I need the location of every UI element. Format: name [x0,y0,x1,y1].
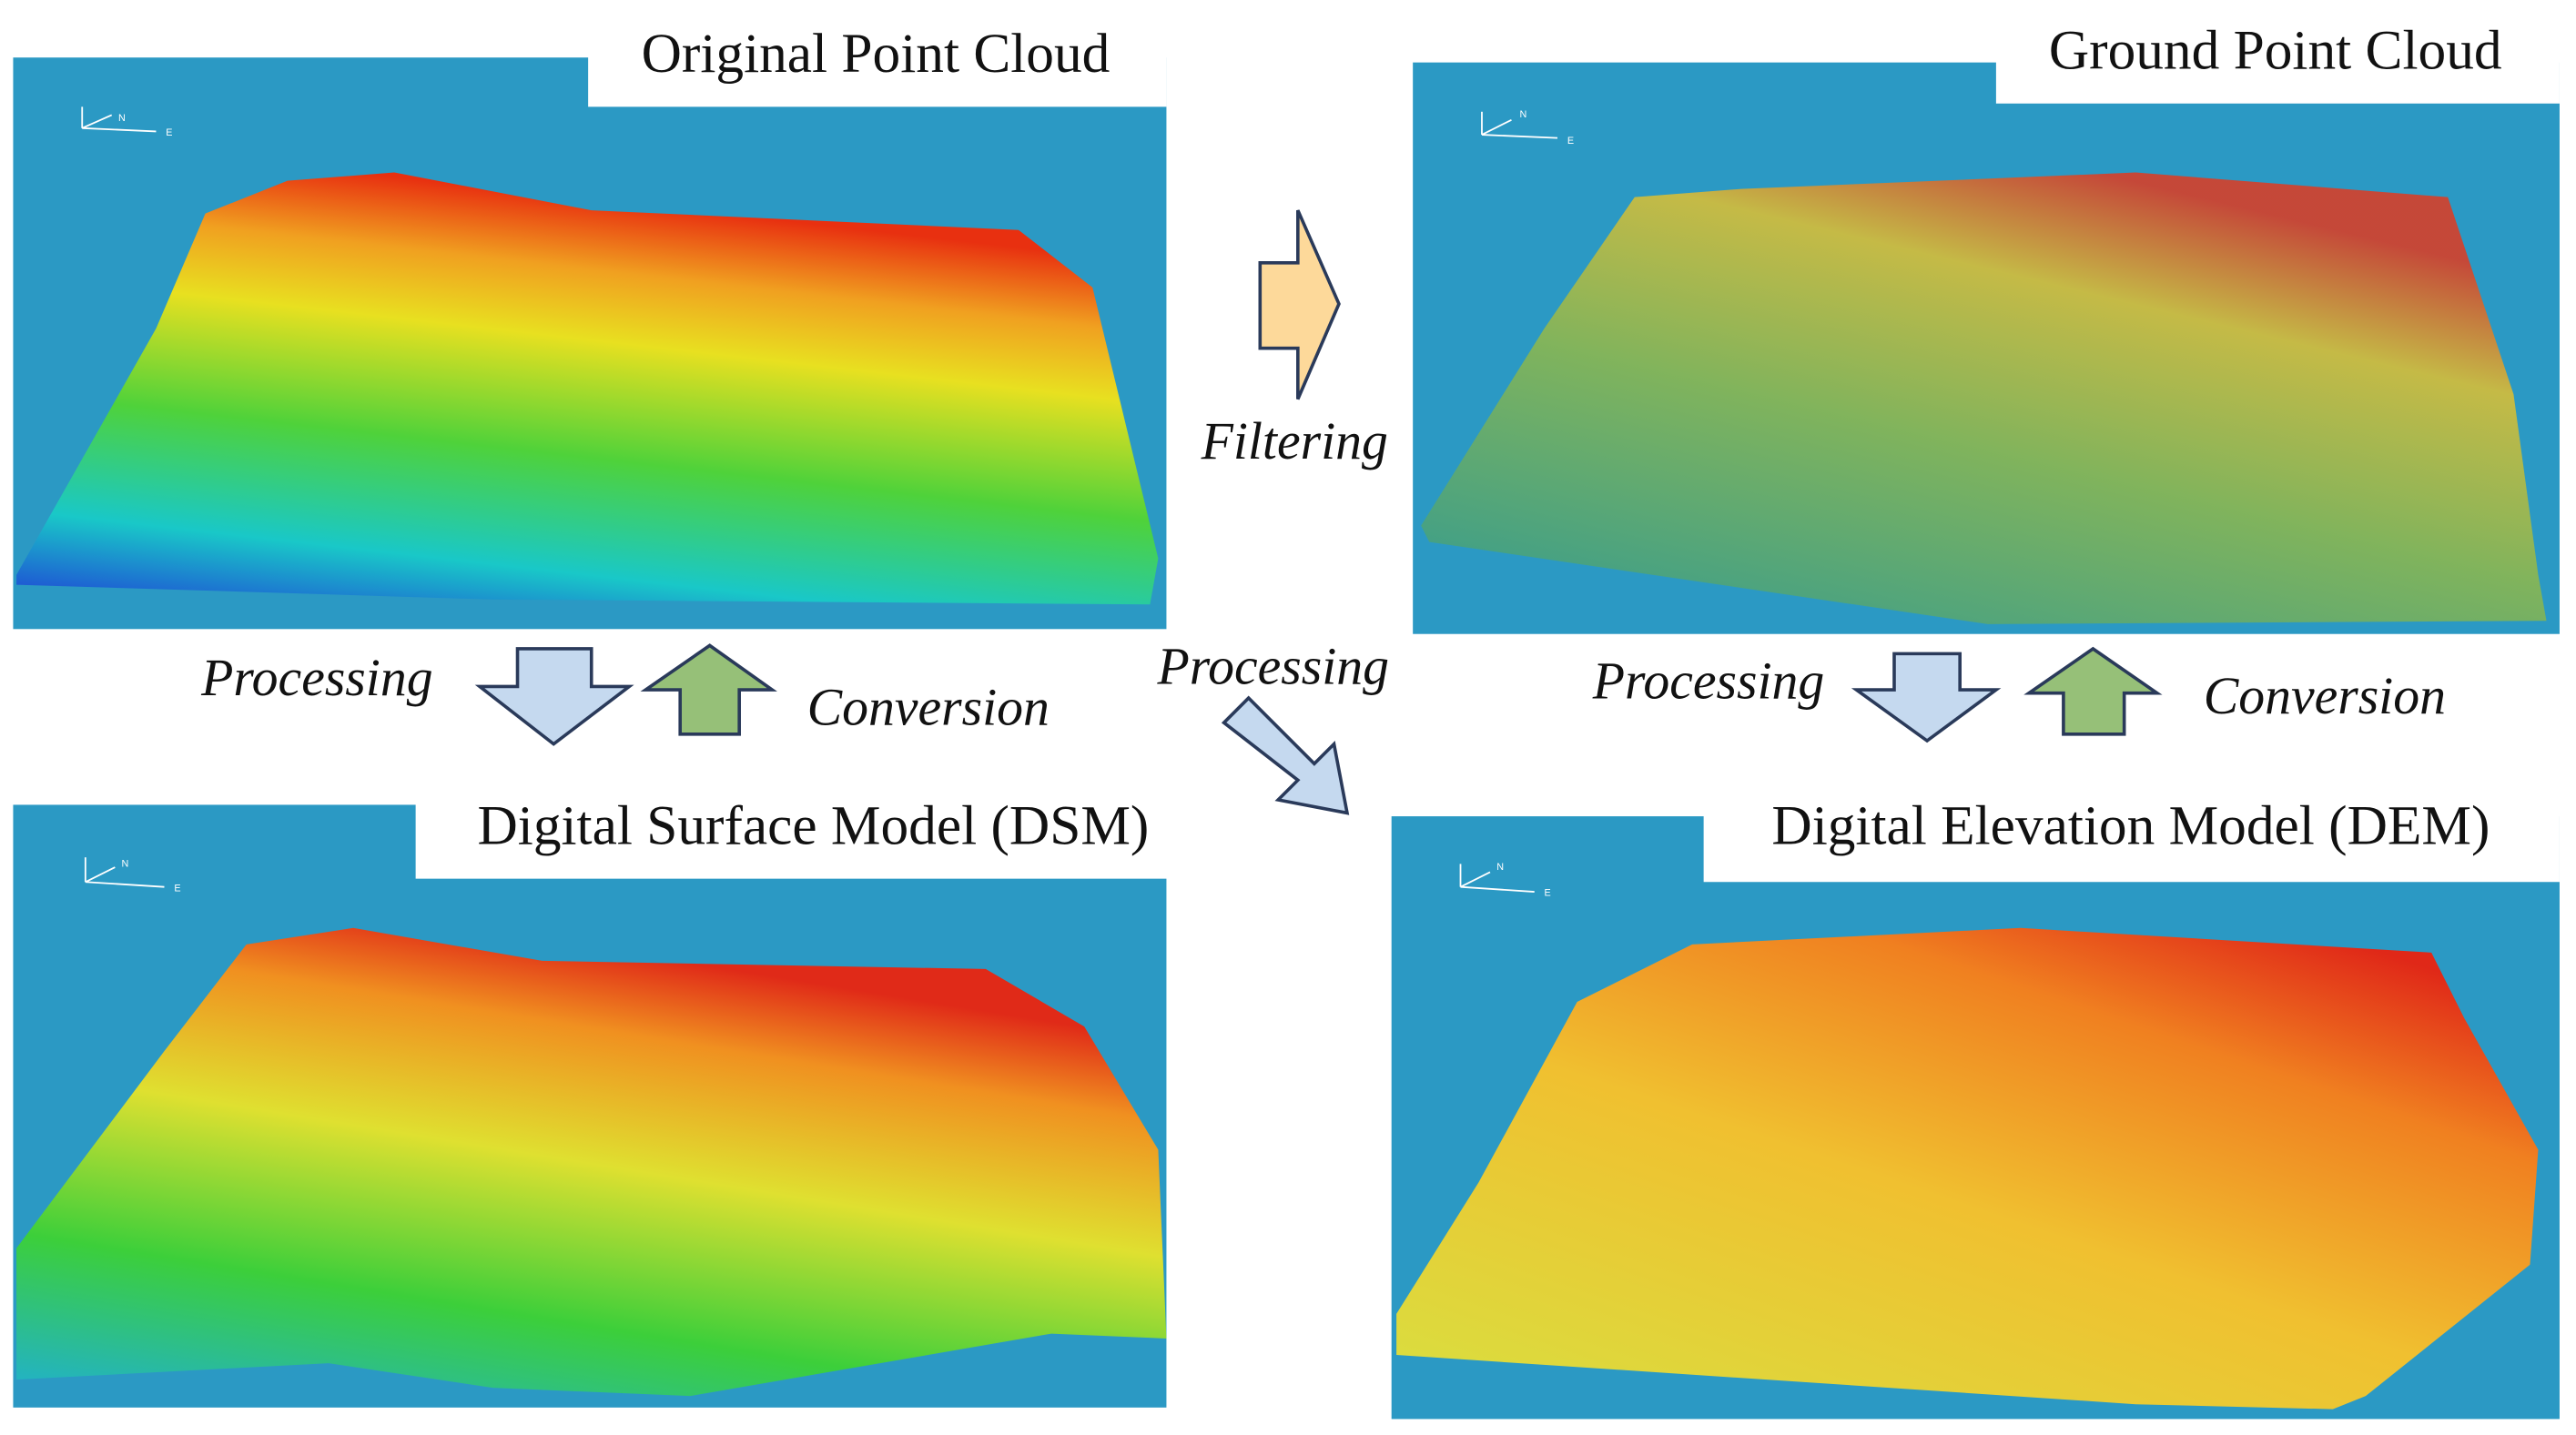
compass-east: E [174,883,180,894]
filtering-label: Filtering [1201,413,1388,470]
processing-label: Processing [1592,653,1825,711]
conversion-label: Conversion [2204,668,2446,725]
compass-east: E [1567,136,1574,147]
down-arrow [474,647,634,746]
up-arrow [640,643,777,736]
terrain [1396,927,2539,1410]
processing-label: Processing [200,650,432,707]
terrain [1421,172,2547,624]
title-box [1995,13,2560,104]
compass-north: N [1496,862,1504,873]
panel-dem: Digital Elevation Model (DEM) N E [1391,788,2560,1420]
compass [1481,111,1558,139]
processing-label: Processing [1157,638,1390,695]
panel-title: Digital Surface Model (DSM) [477,794,1149,856]
compass [81,106,157,133]
conversion-label: Conversion [807,680,1050,737]
compass [84,857,165,888]
panel-dsm: Digital Surface Model (DSM) N E [13,788,1183,1408]
panel-original: Original Point Cloud N E [13,13,1167,630]
diagonal-arrow [1221,695,1350,815]
compass [1459,864,1535,893]
panel-title: Ground Point Cloud [2049,19,2502,81]
filtering-arrow [1258,209,1341,400]
panel-ground: Ground Point Cloud N E [1413,13,2560,634]
compass-east: E [166,127,172,138]
terrain [16,927,1167,1397]
down-arrow [1851,652,2002,743]
title-box [588,13,1167,107]
up-arrow [2023,646,2163,736]
compass-north: N [118,113,126,124]
panel-title: Original Point Cloud [642,23,1111,85]
compass-north: N [1519,109,1526,120]
panel-title: Digital Elevation Model (DEM) [1771,794,2490,856]
terrain [16,172,1159,605]
title-box [1703,788,2560,883]
compass-east: E [1545,888,1551,899]
compass-north: N [122,858,129,869]
title-box [415,788,1183,879]
